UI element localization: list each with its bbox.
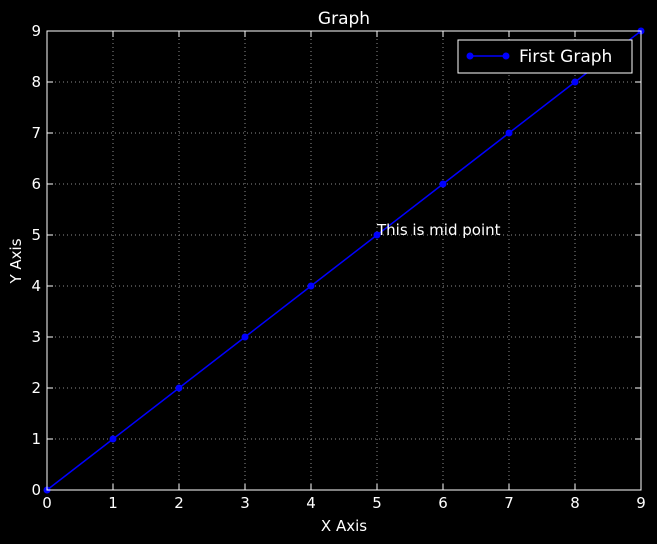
legend-marker xyxy=(466,52,474,60)
legend-label: First Graph xyxy=(519,47,612,67)
data-point xyxy=(505,129,513,137)
legend: First Graph xyxy=(457,39,633,74)
y-axis-label: Y Axis xyxy=(7,238,25,284)
y-tick-label: 3 xyxy=(31,328,41,346)
x-tick-label: 1 xyxy=(108,494,118,512)
series-line xyxy=(46,30,642,491)
data-point xyxy=(571,78,579,86)
y-tick-label: 5 xyxy=(31,226,41,244)
data-point xyxy=(307,282,315,290)
x-tick-label: 0 xyxy=(42,494,52,512)
axis-ticks: 0 1 2 3 4 5 6 7 8 9 0 1 2 3 4 5 6 7 8 9 xyxy=(31,22,645,512)
x-tick-label: 5 xyxy=(372,494,382,512)
x-tick-label: 6 xyxy=(438,494,448,512)
x-axis-label: X Axis xyxy=(321,517,367,535)
x-tick-label: 7 xyxy=(504,494,514,512)
x-tick-label: 4 xyxy=(306,494,316,512)
data-point xyxy=(439,180,447,188)
x-tick-label: 8 xyxy=(570,494,580,512)
x-tick-label: 2 xyxy=(174,494,184,512)
chart-title: Graph xyxy=(318,9,370,29)
y-tick-label: 2 xyxy=(31,379,41,397)
mid-point-annotation: This is mid point xyxy=(376,221,501,239)
y-tick-label: 4 xyxy=(31,277,41,295)
y-tick-label: 0 xyxy=(31,481,41,499)
data-point xyxy=(373,231,381,239)
x-tick-label: 3 xyxy=(240,494,250,512)
data-point xyxy=(175,384,183,392)
y-tick-label: 8 xyxy=(31,73,41,91)
plot-frame xyxy=(46,30,642,491)
y-tick-label: 7 xyxy=(31,124,41,142)
y-tick-label: 9 xyxy=(31,22,41,40)
y-tick-label: 6 xyxy=(31,175,41,193)
x-tick-label: 9 xyxy=(636,494,646,512)
grid-lines xyxy=(47,31,641,490)
y-tick-label: 1 xyxy=(31,430,41,448)
data-point xyxy=(109,435,117,443)
legend-marker xyxy=(502,52,510,60)
data-point xyxy=(241,333,249,341)
